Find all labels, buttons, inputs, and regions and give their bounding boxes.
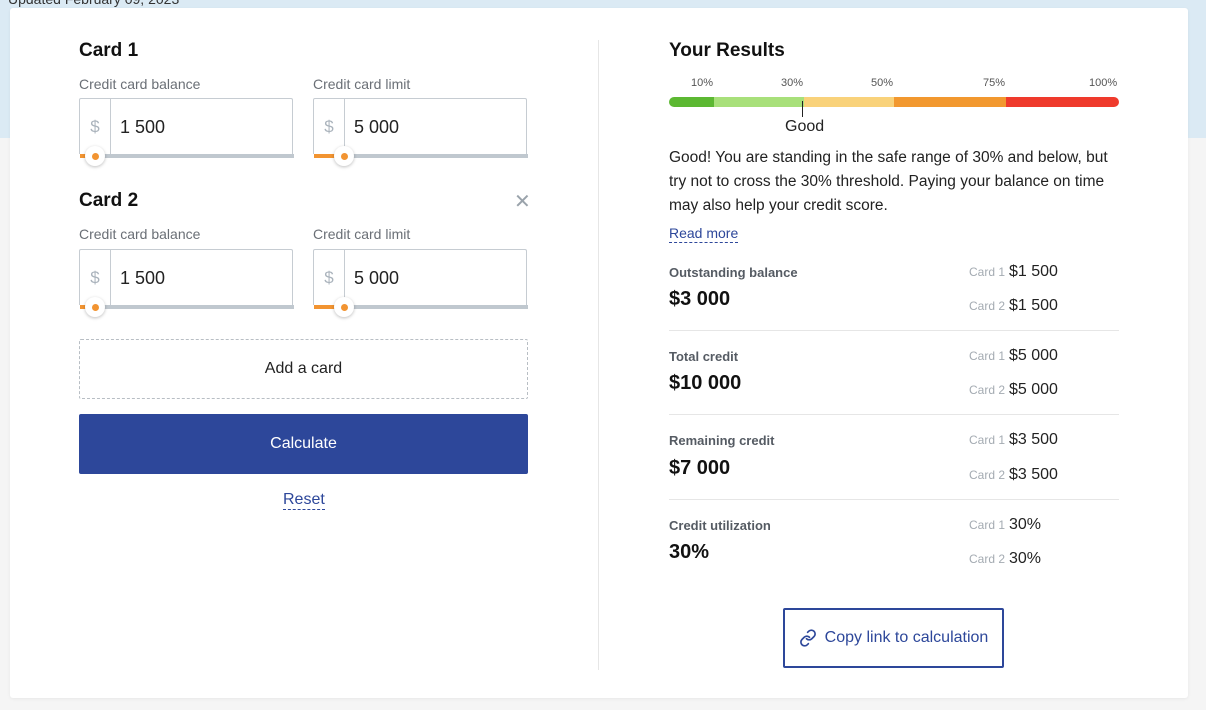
slider-handle[interactable] (84, 146, 105, 166)
slider-handle[interactable] (84, 297, 105, 317)
card-2-title: Card 2 (79, 190, 139, 211)
utilization-scale-bar (669, 97, 1119, 107)
link-icon (799, 629, 816, 647)
results-title: Your Results (669, 40, 785, 61)
currency-prefix: $ (314, 99, 345, 154)
metric-card-value: $3 500 (1009, 466, 1058, 483)
card-1-balance-input[interactable] (120, 113, 280, 141)
metric-value: $7 000 (669, 457, 731, 479)
copy-link-button[interactable]: Copy link to calculation (783, 608, 1004, 668)
metric-card-value: $1 500 (1009, 263, 1058, 280)
metric-label: Credit utilization (669, 518, 771, 533)
metric-label: Remaining credit (669, 433, 775, 448)
card-2-limit-label: Credit card limit (313, 226, 411, 242)
scale-label-100: 100% (1089, 77, 1118, 89)
card-1-title: Card 1 (79, 40, 139, 61)
card-2-limit-slider[interactable] (314, 297, 528, 317)
rating-label: Good (785, 118, 825, 135)
slider-handle[interactable] (333, 146, 354, 166)
card-2-limit-input[interactable] (354, 264, 514, 292)
column-divider (598, 40, 599, 670)
scale-segment (1006, 97, 1119, 107)
card-1-limit-field: $ (313, 98, 528, 166)
scale-label-30: 30% (781, 77, 804, 89)
calculator-panel: Card 1 Credit card balance Credit card l… (10, 8, 1188, 698)
updated-date: Updated February 09, 2023 (8, 0, 179, 8)
metric-value: $3 000 (669, 288, 731, 310)
close-icon[interactable]: ✕ (514, 191, 531, 213)
scale-marker (802, 101, 803, 117)
read-more-link[interactable]: Read more (669, 225, 739, 243)
currency-prefix: $ (80, 99, 111, 154)
card-1-balance-slider[interactable] (80, 146, 294, 166)
metric-card-value: 30% (1009, 516, 1042, 533)
card-1-limit-input[interactable] (354, 113, 514, 141)
scale-segment (894, 97, 1006, 107)
calculate-button[interactable]: Calculate (79, 414, 528, 474)
metric-card-value: $5 000 (1009, 381, 1058, 398)
card-2-balance-label: Credit card balance (79, 226, 201, 242)
metric-value: $10 000 (669, 372, 742, 394)
metric-card-value: $3 500 (1009, 431, 1058, 448)
metric-card-value: 30% (1009, 550, 1042, 567)
slider-handle[interactable] (333, 297, 354, 317)
scale-label-10: 10% (691, 77, 714, 89)
result-description: Good! You are standing in the safe range… (669, 149, 1108, 214)
metric-card-label: Card 1 (969, 518, 1006, 532)
metric-card-value: $5 000 (1009, 347, 1058, 364)
card-2-balance-field: $ (79, 249, 294, 317)
add-card-button[interactable]: Add a card (79, 339, 528, 399)
card-2-balance-input[interactable] (120, 264, 280, 292)
card-1-limit-slider[interactable] (314, 146, 528, 166)
currency-prefix: $ (80, 250, 111, 305)
card-1-balance-label: Credit card balance (79, 76, 201, 92)
slider-fill (314, 154, 344, 158)
metric-label: Total credit (669, 349, 739, 364)
card-1-balance-field: $ (79, 98, 294, 166)
metric-card-label: Card 2 (969, 383, 1006, 397)
metric-card-label: Card 1 (969, 265, 1006, 279)
metric-label: Outstanding balance (669, 265, 798, 280)
card-2-balance-slider[interactable] (80, 297, 294, 317)
card-2-limit-field: $ (313, 249, 528, 317)
copy-link-label: Copy link to calculation (824, 629, 989, 646)
metric-card-value: $1 500 (1009, 297, 1058, 314)
scale-label-50: 50% (871, 77, 894, 89)
scale-label-75: 75% (983, 77, 1006, 89)
metric-card-label: Card 1 (969, 349, 1006, 363)
metric-card-label: Card 2 (969, 468, 1006, 482)
metric-card-label: Card 2 (969, 552, 1006, 566)
row-divider (669, 499, 1119, 500)
row-divider (669, 330, 1119, 331)
row-divider (669, 414, 1119, 415)
currency-prefix: $ (314, 250, 345, 305)
scale-segment (714, 97, 804, 107)
metric-card-label: Card 1 (969, 433, 1006, 447)
scale-segment (804, 97, 894, 107)
slider-fill (314, 305, 344, 309)
scale-segment (669, 97, 714, 107)
metric-value: 30% (669, 541, 710, 563)
reset-link[interactable]: Reset (283, 491, 325, 510)
card-1-limit-label: Credit card limit (313, 76, 411, 92)
metric-card-label: Card 2 (969, 299, 1006, 313)
